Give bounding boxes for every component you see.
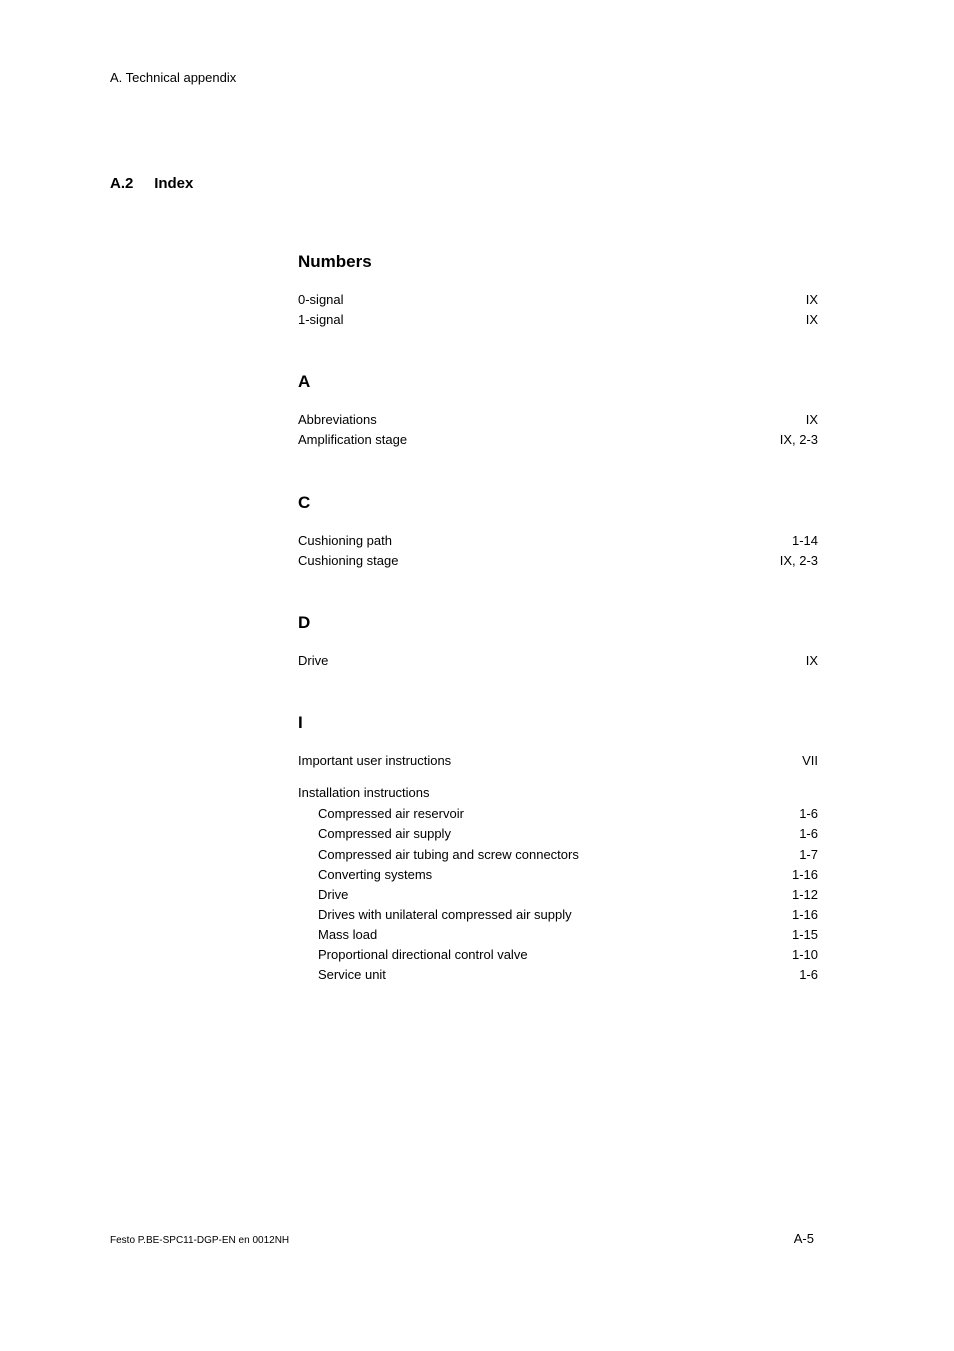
index-entry-page: 1-6 bbox=[799, 804, 818, 824]
index-group: I Important user instructions VII Installa… bbox=[298, 713, 818, 986]
index-entry-label: Amplification stage bbox=[298, 430, 407, 450]
index-entry-page: 1-7 bbox=[799, 845, 818, 865]
index-group-heading: A bbox=[298, 372, 818, 392]
index-entry-label: Drives with unilateral compressed air su… bbox=[318, 905, 572, 925]
index-entry-label: Drive bbox=[318, 885, 348, 905]
index-entry-label: Cushioning stage bbox=[298, 551, 398, 571]
index-entry: Important user instructions VII bbox=[298, 751, 818, 771]
index-group-heading: C bbox=[298, 493, 818, 513]
index-entry-page: 1-15 bbox=[792, 925, 818, 945]
index-entry-page: 1-12 bbox=[792, 885, 818, 905]
index-entry: 1-signal IX bbox=[298, 310, 818, 330]
index-entry-label: Service unit bbox=[318, 965, 386, 985]
page: A. Technical appendix A.2 Index Numbers 0… bbox=[0, 0, 954, 1351]
index-entry-label: Mass load bbox=[318, 925, 377, 945]
index-entry: Compressed air reservoir 1-6 bbox=[298, 804, 818, 824]
index-group-heading: Numbers bbox=[298, 252, 818, 272]
index-entry-label: Compressed air supply bbox=[318, 824, 451, 844]
index-group: Numbers0-signal IX1-signal IX bbox=[298, 252, 818, 330]
index-entry-label: Cushioning path bbox=[298, 531, 392, 551]
spacer bbox=[298, 771, 818, 783]
index-entry-page: IX, 2-3 bbox=[780, 551, 818, 571]
index-entry: Converting systems 1-16 bbox=[298, 865, 818, 885]
index-entry-page: 1-6 bbox=[799, 824, 818, 844]
index-entry-page: IX bbox=[806, 310, 818, 330]
index-group: AAbbreviations IXAmplification stage IX,… bbox=[298, 372, 818, 450]
index-entry-page: IX bbox=[806, 290, 818, 310]
index-entry-label: Drive bbox=[298, 651, 328, 671]
index-content: Numbers0-signal IX1-signal IXAAbbreviati… bbox=[298, 252, 818, 986]
index-entry-label: Compressed air tubing and screw connecto… bbox=[318, 845, 579, 865]
index-entry-label: Proportional directional control valve bbox=[318, 945, 528, 965]
index-group-heading: D bbox=[298, 613, 818, 633]
footer-left: Festo P.BE-SPC11-DGP-EN en 0012NH bbox=[110, 1235, 289, 1246]
running-head: A. Technical appendix bbox=[110, 70, 854, 85]
section-number: A.2 bbox=[110, 175, 133, 192]
index-group: CCushioning path 1-14Cushioning stage IX… bbox=[298, 493, 818, 571]
index-entry: Drives with unilateral compressed air su… bbox=[298, 905, 818, 925]
index-entry: Cushioning stage IX, 2-3 bbox=[298, 551, 818, 571]
index-entry: Proportional directional control valve 1… bbox=[298, 945, 818, 965]
index-entry-page: 1-16 bbox=[792, 905, 818, 925]
index-entry-label: 1-signal bbox=[298, 310, 344, 330]
index-entry-label: Abbreviations bbox=[298, 410, 377, 430]
index-group: D Drive IX bbox=[298, 613, 818, 671]
index-entry: Abbreviations IX bbox=[298, 410, 818, 430]
index-entry-label: Compressed air reservoir bbox=[318, 804, 464, 824]
index-entry: Cushioning path 1-14 bbox=[298, 531, 818, 551]
index-entry: Drive 1-12 bbox=[298, 885, 818, 905]
index-entry: Compressed air tubing and screw connecto… bbox=[298, 845, 818, 865]
index-group-heading: I bbox=[298, 713, 818, 733]
index-entry-label: 0-signal bbox=[298, 290, 344, 310]
index-entry: Compressed air supply 1-6 bbox=[298, 824, 818, 844]
index-entry-page: 1-14 bbox=[792, 531, 818, 551]
index-entry: Mass load 1-15 bbox=[298, 925, 818, 945]
index-entry: Amplification stage IX, 2-3 bbox=[298, 430, 818, 450]
index-entry-page: IX bbox=[806, 410, 818, 430]
section-title: Index bbox=[154, 175, 193, 192]
section-heading: A.2 Index bbox=[110, 175, 854, 192]
index-entry-label: Important user instructions bbox=[298, 751, 451, 771]
index-entry-label: Converting systems bbox=[318, 865, 432, 885]
index-parent-entry: Installation instructions bbox=[298, 783, 818, 803]
index-entry: 0-signal IX bbox=[298, 290, 818, 310]
index-entry-page: VII bbox=[802, 751, 818, 771]
index-entry-page: 1-10 bbox=[792, 945, 818, 965]
index-entry-page: IX, 2-3 bbox=[780, 430, 818, 450]
index-entry: Service unit 1-6 bbox=[298, 965, 818, 985]
index-entry: Drive IX bbox=[298, 651, 818, 671]
index-entry-page: IX bbox=[806, 651, 818, 671]
index-entry-page: 1-16 bbox=[792, 865, 818, 885]
footer-page-number: A-5 bbox=[794, 1231, 814, 1246]
index-entry-page: 1-6 bbox=[799, 965, 818, 985]
